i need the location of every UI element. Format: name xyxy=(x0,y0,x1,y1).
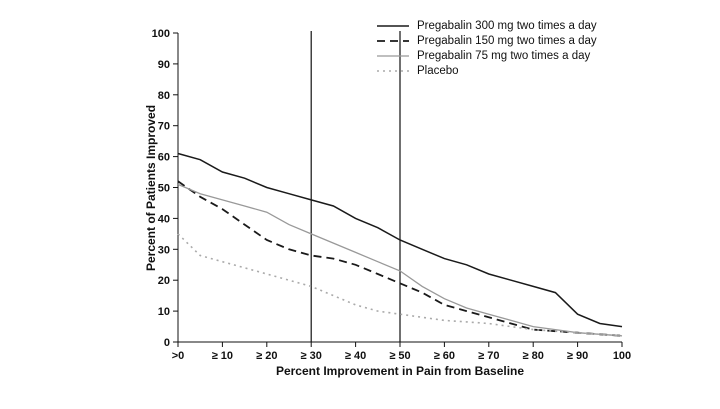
x-tick-label: ≥ 30 xyxy=(301,350,322,362)
legend-label: Pregabalin 75 mg two times a day xyxy=(417,50,591,62)
series-line xyxy=(177,183,623,337)
y-tick-label: 0 xyxy=(164,337,170,349)
x-tick-label: ≥ 90 xyxy=(567,350,588,362)
y-tick-label: 70 xyxy=(158,121,170,133)
x-tick-label: ≥ 60 xyxy=(434,350,455,362)
y-tick-label: 50 xyxy=(158,183,170,195)
x-tick-label: ≥ 10 xyxy=(212,350,233,362)
y-tick-label: 90 xyxy=(158,59,170,71)
y-tick-label: 20 xyxy=(158,275,170,287)
y-tick-label: 80 xyxy=(158,90,170,102)
legend-label: Pregabalin 300 mg two times a day xyxy=(417,20,597,32)
x-tick-label: ≥ 40 xyxy=(345,350,366,362)
y-tick-label: 10 xyxy=(158,306,170,318)
legend-line-sample-icon xyxy=(377,70,409,72)
y-axis-title: Percent of Patients Improved xyxy=(144,104,158,272)
legend-item: Pregabalin 75 mg two times a day xyxy=(376,50,597,62)
x-tick-label: >0 xyxy=(172,350,185,362)
legend-label: Pregabalin 150 mg two times a day xyxy=(417,35,597,47)
x-tick-label: ≥ 20 xyxy=(256,350,277,362)
legend-item: Pregabalin 300 mg two times a day xyxy=(376,20,597,32)
legend-item: Placebo xyxy=(376,65,597,77)
legend-line-sample-icon xyxy=(377,25,409,27)
series-line xyxy=(177,233,623,337)
x-axis-title: Percent Improvement in Pain from Baselin… xyxy=(275,364,525,378)
x-tick-label: 100 xyxy=(613,350,631,362)
y-tick-label: 100 xyxy=(152,28,170,40)
legend-item: Pregabalin 150 mg two times a day xyxy=(376,35,597,47)
y-tick-label: 60 xyxy=(158,152,170,164)
series-line xyxy=(177,152,623,328)
series-line xyxy=(177,180,623,337)
legend-label: Placebo xyxy=(417,65,459,77)
legend-line-sample-icon xyxy=(377,40,409,42)
legend-line-sample-icon xyxy=(377,55,409,57)
y-tick-label: 30 xyxy=(158,244,170,256)
legend: Pregabalin 300 mg two times a day Pregaba… xyxy=(376,20,597,77)
x-tick-label: ≥ 70 xyxy=(478,350,499,362)
y-tick-label: 40 xyxy=(158,213,170,225)
x-tick-label: ≥ 50 xyxy=(389,350,410,362)
x-tick-label: ≥ 80 xyxy=(523,350,544,362)
